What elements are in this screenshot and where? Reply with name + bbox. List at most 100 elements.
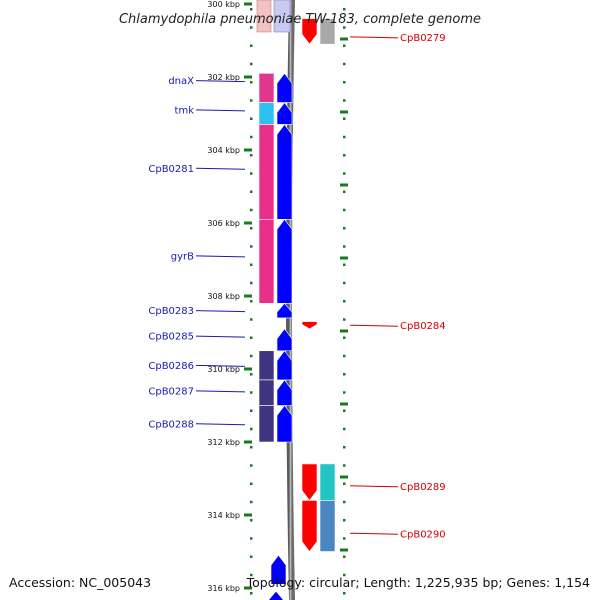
major-tick — [244, 2, 252, 6]
minor-tick-right — [343, 263, 346, 266]
minor-tick-left — [250, 300, 253, 303]
gene-label-cpb0288: CpB0288 — [148, 419, 194, 430]
minor-tick-left — [250, 62, 253, 66]
minor-tick-right — [343, 318, 346, 321]
minor-tick-right — [343, 519, 346, 522]
minor-tick-right — [343, 8, 346, 11]
scale-ticks: 300 kbp 302 kbp 304 kbp 306 kbp 308 kbp 310 k… — [207, 0, 348, 595]
major-tick — [244, 221, 252, 225]
gene-label-cpb0286: CpB0286 — [148, 361, 194, 372]
minor-tick-right — [343, 62, 346, 66]
major-tick-right — [340, 475, 348, 479]
minor-tick-left — [250, 573, 253, 577]
major-tick — [244, 440, 252, 444]
cds-arrow-cpb0284 — [301, 321, 318, 330]
accession-text: Accession: NC_005043 — [9, 575, 151, 590]
cds-arrow-cpb0283 — [276, 302, 293, 319]
leader-line-cpb0289 — [349, 485, 399, 488]
minor-tick-left — [250, 409, 253, 412]
major-tick-right — [340, 256, 348, 260]
scale-tick-label: 314 kbp — [207, 511, 240, 520]
minor-tick-left — [250, 135, 253, 139]
minor-tick-left — [250, 154, 253, 157]
leader-line-cpb0290 — [349, 532, 399, 535]
minor-tick-left — [250, 318, 253, 321]
gene-label-cpb0281: CpB0281 — [148, 164, 194, 175]
minor-tick-right — [343, 446, 346, 449]
minor-tick-left — [250, 500, 253, 504]
gene-label-cpb0279: CpB0279 — [400, 33, 446, 44]
major-tick — [244, 75, 252, 79]
scale-tick-label: 304 kbp — [207, 146, 240, 155]
minor-tick-right — [343, 354, 346, 358]
cds-arrow-cpb0288 — [276, 405, 293, 443]
minor-tick-left — [250, 245, 253, 248]
minor-tick-right — [343, 409, 346, 412]
leader-line-cpb0287 — [195, 390, 246, 393]
major-tick — [244, 586, 252, 590]
partial-gene-bar — [256, 0, 272, 33]
minor-tick-right — [343, 26, 346, 29]
gene-bar-cpb0287 — [258, 379, 275, 406]
minor-tick-right — [343, 227, 346, 230]
minor-tick-left — [250, 482, 253, 485]
cds-arrow-cpb0279 — [301, 18, 318, 45]
minor-tick-right — [343, 135, 346, 139]
minor-tick-left — [250, 208, 253, 212]
minor-tick-right — [343, 573, 346, 577]
major-tick — [244, 513, 252, 517]
scale-tick-label: 312 kbp — [207, 438, 240, 447]
minor-tick-left — [250, 227, 253, 230]
minor-tick-left — [250, 391, 253, 394]
cds-arrow-trailing — [270, 554, 287, 585]
leader-line-gyrb — [195, 255, 246, 258]
cds-arrow-trailing-2 — [269, 591, 283, 600]
major-tick-right — [340, 183, 348, 187]
leader-line-dnax — [195, 80, 246, 83]
gene-bar-cpb0281 — [258, 124, 275, 220]
minor-tick-left — [250, 8, 253, 11]
minor-tick-right — [343, 44, 346, 47]
major-tick-right — [340, 37, 348, 41]
minor-tick-left — [250, 427, 253, 431]
leader-line-cpb0288 — [195, 423, 246, 426]
minor-tick-right — [343, 500, 346, 504]
minor-tick-left — [250, 281, 253, 285]
leader-line-tmk — [195, 109, 246, 112]
minor-tick-left — [250, 81, 253, 84]
major-tick-right — [340, 402, 348, 406]
gene-label-dnax: dnaX — [168, 76, 194, 87]
minor-tick-left — [250, 354, 253, 358]
cds-arrow-cpb0289 — [301, 463, 318, 501]
leader-line-cpb0286 — [195, 364, 246, 367]
leader-line-cpb0284 — [349, 324, 399, 327]
major-tick — [244, 148, 252, 152]
minor-tick-left — [250, 537, 253, 540]
minor-tick-right — [343, 154, 346, 157]
minor-tick-right — [343, 81, 346, 84]
minor-tick-right — [343, 555, 346, 558]
gene-label-cpb0287: CpB0287 — [148, 386, 194, 397]
minor-tick-left — [250, 446, 253, 449]
leader-line-cpb0281 — [195, 167, 246, 170]
minor-tick-right — [343, 190, 346, 193]
gene-label-cpb0284: CpB0284 — [400, 321, 446, 332]
gene-bar-cpb0286 — [258, 350, 275, 381]
minor-tick-left — [250, 44, 253, 47]
major-tick-right — [340, 548, 348, 552]
scale-tick-label: 316 kbp — [207, 584, 240, 593]
major-tick-right — [340, 110, 348, 114]
minor-tick-right — [343, 300, 346, 303]
gene-label-gyrb: gyrB — [171, 251, 194, 262]
gene-labels: dnaX tmk CpB0281 gyrB CpB0283 CpB0285 CpB0286 C… — [148, 33, 445, 540]
cds-arrow-gyrb — [276, 218, 293, 304]
minor-tick-left — [250, 555, 253, 558]
minor-tick-right — [343, 482, 346, 485]
major-tick — [244, 294, 252, 298]
minor-tick-left — [250, 117, 253, 120]
cds-arrow-cpb0290 — [301, 500, 318, 552]
leader-line-cpb0285 — [195, 335, 246, 338]
minor-tick-right — [343, 427, 346, 431]
